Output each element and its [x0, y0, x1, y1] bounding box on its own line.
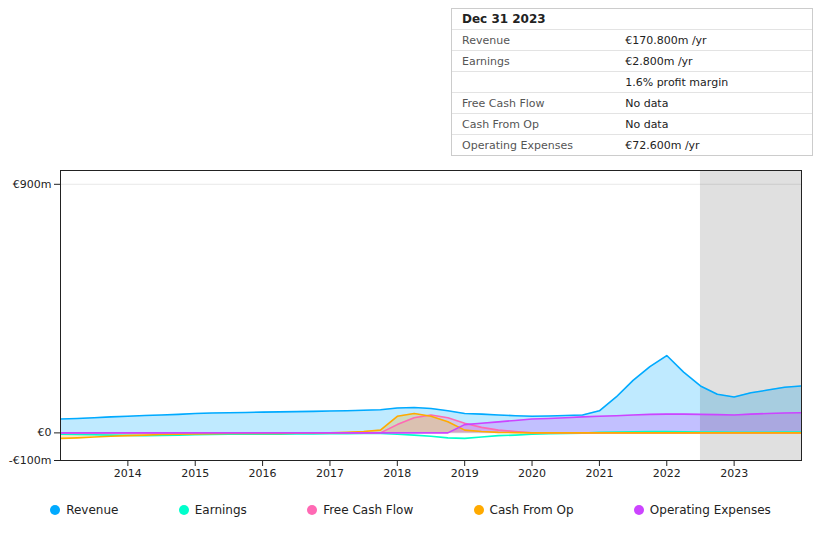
- svg-text:2014: 2014: [114, 467, 142, 480]
- svg-text:2016: 2016: [249, 467, 277, 480]
- html-text:Earnings: Earnings: [462, 54, 510, 68]
- html-text:Operating Expenses: Operating Expenses: [462, 138, 573, 152]
- html-text:1.6% profit margin: 1.6% profit margin: [625, 75, 729, 89]
- svg-text:2021: 2021: [585, 467, 613, 480]
- svg-text:2023: 2023: [720, 467, 748, 480]
- svg-text:€0: €0: [38, 426, 52, 439]
- html-text:Revenue: Revenue: [66, 503, 119, 517]
- html-text:No data: No data: [625, 96, 669, 110]
- html-text:€72.600m /yr: €72.600m /yr: [625, 138, 700, 152]
- svg-text:€900m: €900m: [13, 178, 52, 191]
- svg-text:2019: 2019: [451, 467, 479, 480]
- html-text:Cash From Op: Cash From Op: [489, 503, 574, 517]
- html-text:Free Cash Flow: Free Cash Flow: [323, 503, 414, 517]
- html-text:Free Cash Flow: Free Cash Flow: [462, 96, 545, 110]
- html-text:Revenue: Revenue: [462, 33, 510, 47]
- html-text:€170.800m /yr: €170.800m /yr: [625, 33, 707, 47]
- html-text:Operating Expenses: Operating Expenses: [649, 503, 771, 517]
- svg-text:2017: 2017: [316, 467, 344, 480]
- svg-text:2018: 2018: [383, 467, 411, 480]
- html-text:€2.800m /yr: €2.800m /yr: [625, 54, 693, 68]
- html-text:Cash From Op: Cash From Op: [462, 117, 539, 131]
- svg-text:2022: 2022: [653, 467, 681, 480]
- html-text:Earnings: Earnings: [194, 503, 247, 517]
- html-text:No data: No data: [625, 117, 669, 131]
- svg-text:2015: 2015: [181, 467, 209, 480]
- html-text:Dec 31 2023: Dec 31 2023: [462, 12, 546, 26]
- svg-text:2020: 2020: [518, 467, 546, 480]
- svg-text:-€100m: -€100m: [9, 454, 52, 467]
